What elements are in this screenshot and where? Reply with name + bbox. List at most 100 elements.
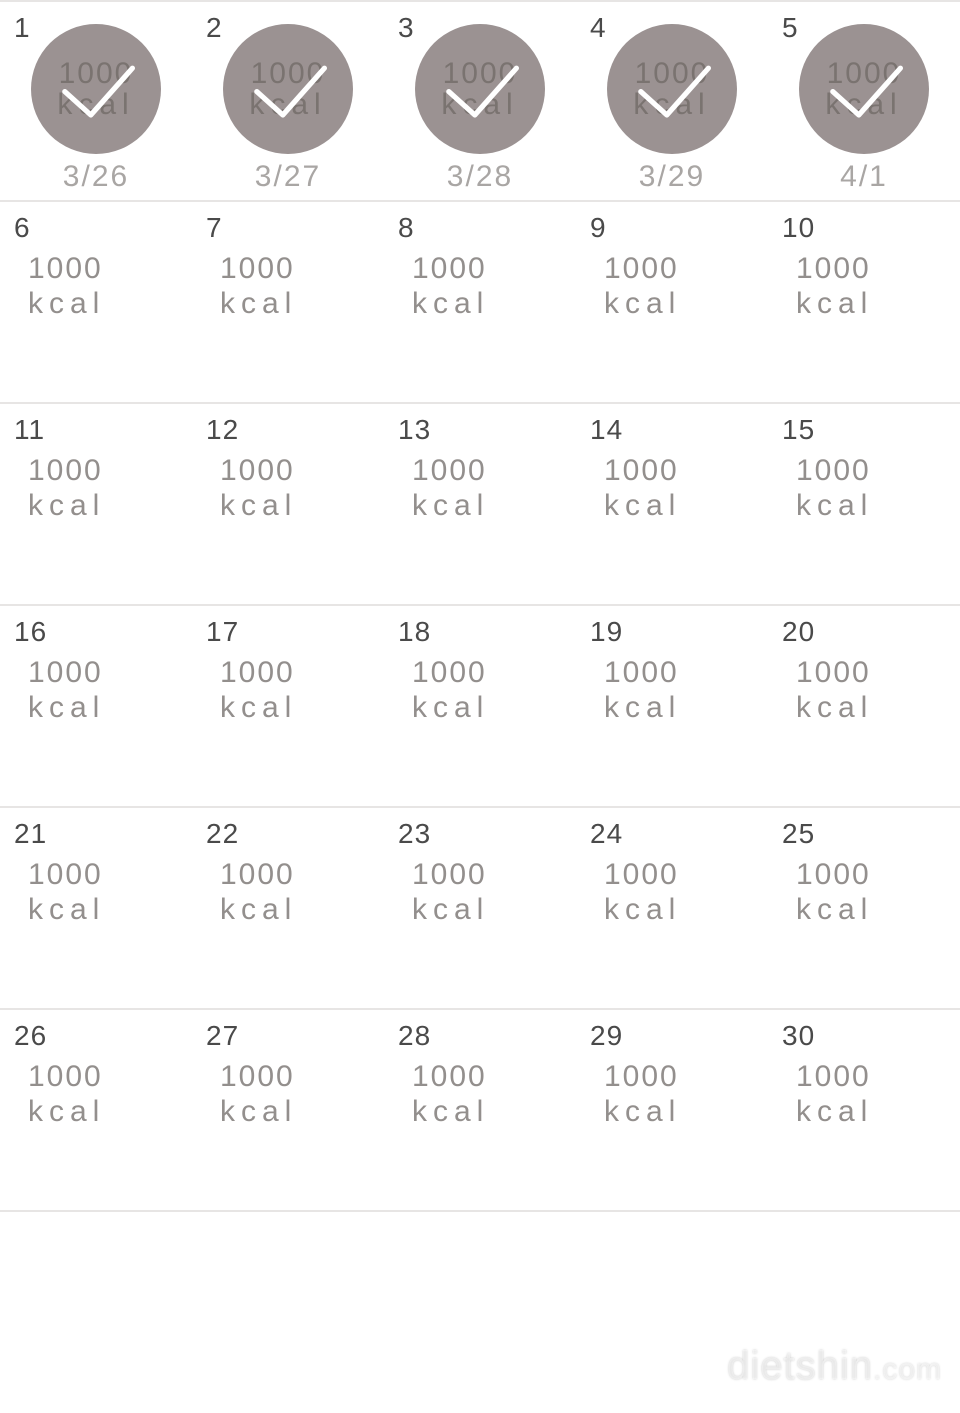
kcal-unit: kcal	[28, 1095, 184, 1130]
kcal-unit: kcal	[412, 489, 568, 524]
day-cell[interactable]: 221000kcal	[192, 808, 384, 1008]
day-cell[interactable]: 21000kcal3/27	[192, 2, 384, 200]
day-cell[interactable]: 14 1000kcal	[576, 404, 768, 604]
day-cell[interactable]: 231000kcal	[384, 808, 576, 1008]
kcal-value: 1000	[635, 58, 710, 90]
kcal-block: 1000kcal	[220, 858, 376, 927]
kcal-block: 1000kcal	[604, 454, 760, 523]
kcal-value: 1000	[220, 858, 376, 893]
kcal-unit: kcal	[796, 489, 952, 524]
kcal-block: 1000kcal	[220, 454, 376, 523]
row-divider	[0, 1210, 960, 1212]
kcal-value: 1000	[412, 656, 568, 691]
day-cell[interactable]: 261000kcal	[0, 1010, 192, 1210]
kcal-block: 1000kcal	[796, 252, 952, 321]
kcal-value: 1000	[28, 454, 184, 489]
completed-badge: 1000kcal	[607, 24, 737, 154]
kcal-block: 1000kcal	[796, 656, 952, 725]
day-number: 9	[590, 212, 760, 242]
day-cell[interactable]: 181000kcal	[384, 606, 576, 806]
day-number: 27	[206, 1020, 376, 1050]
kcal-block: 1000kcal	[220, 1060, 376, 1129]
day-cell[interactable]: 21 1000kcal	[0, 808, 192, 1008]
day-number: 12	[206, 414, 376, 444]
kcal-value: 1000	[412, 454, 568, 489]
date-label: 3/26	[0, 160, 192, 194]
day-number: 26	[14, 1020, 184, 1050]
kcal-block: 1000kcal	[412, 252, 568, 321]
kcal-unit: kcal	[28, 287, 184, 322]
day-cell[interactable]: 27 1000kcal	[192, 1010, 384, 1210]
date-label: 3/29	[576, 160, 768, 194]
kcal-value: 1000	[604, 454, 760, 489]
kcal-unit: kcal	[220, 287, 376, 322]
day-cell[interactable]: 51000kcal4/1	[768, 2, 960, 200]
day-number: 14	[590, 414, 760, 444]
day-cell[interactable]: 12 1000kcal	[192, 404, 384, 604]
kcal-block: 1000kcal	[604, 858, 760, 927]
day-number: 21	[14, 818, 184, 848]
day-cell[interactable]: 131000kcal	[384, 404, 576, 604]
day-number: 30	[782, 1020, 952, 1050]
day-cell[interactable]: 9 1000kcal	[576, 202, 768, 402]
day-cell[interactable]: 251000kcal	[768, 808, 960, 1008]
kcal-unit: kcal	[28, 893, 184, 928]
day-number: 23	[398, 818, 568, 848]
kcal-block: 1000kcal	[796, 454, 952, 523]
kcal-unit: kcal	[796, 691, 952, 726]
watermark-suffix: .com	[873, 1353, 942, 1386]
day-cell[interactable]: 31000kcal3/28	[384, 2, 576, 200]
day-cell[interactable]: 61000kcal	[0, 202, 192, 402]
day-number: 24	[590, 818, 760, 848]
kcal-unit: kcal	[57, 89, 134, 121]
kcal-unit: kcal	[28, 489, 184, 524]
day-number: 28	[398, 1020, 568, 1050]
day-cell[interactable]: 11 1000kcal	[0, 404, 192, 604]
day-cell[interactable]: 29 1000kcal	[576, 1010, 768, 1210]
kcal-value: 1000	[604, 252, 760, 287]
kcal-value: 1000	[220, 252, 376, 287]
kcal-value: 1000	[28, 656, 184, 691]
day-cell[interactable]: 24 1000kcal	[576, 808, 768, 1008]
day-cell[interactable]: 10 1000kcal	[768, 202, 960, 402]
kcal-unit: kcal	[28, 691, 184, 726]
kcal-unit: kcal	[604, 1095, 760, 1130]
day-cell[interactable]: 191000kcal	[576, 606, 768, 806]
day-cell[interactable]: 71000kcal	[192, 202, 384, 402]
kcal-unit: kcal	[220, 489, 376, 524]
kcal-unit: kcal	[220, 1095, 376, 1130]
day-cell[interactable]: 28 1000kcal	[384, 1010, 576, 1210]
completed-badge: 1000kcal	[223, 24, 353, 154]
day-cell[interactable]: 30 1000kcal	[768, 1010, 960, 1210]
kcal-unit: kcal	[796, 287, 952, 322]
kcal-unit: kcal	[412, 1095, 568, 1130]
day-number: 10	[782, 212, 952, 242]
kcal-value: 1000	[220, 656, 376, 691]
kcal-block: 1000kcal	[412, 454, 568, 523]
date-label: 3/28	[384, 160, 576, 194]
kcal-block: 1000kcal	[796, 1060, 952, 1129]
day-number: 29	[590, 1020, 760, 1050]
day-number: 11	[14, 414, 184, 444]
day-cell[interactable]: 151000kcal	[768, 404, 960, 604]
calorie-calendar-grid: 11000kcal3/2621000kcal3/2731000kcal3/284…	[0, 0, 960, 1212]
kcal-value: 1000	[604, 656, 760, 691]
kcal-block: 1000kcal	[28, 454, 184, 523]
day-cell[interactable]: 81000kcal	[384, 202, 576, 402]
day-number: 18	[398, 616, 568, 646]
day-cell[interactable]: 20 1000kcal	[768, 606, 960, 806]
kcal-value: 1000	[796, 858, 952, 893]
kcal-block: 1000kcal	[412, 1060, 568, 1129]
kcal-value: 1000	[604, 1060, 760, 1095]
completed-badge: 1000kcal	[799, 24, 929, 154]
kcal-block: 1000kcal	[604, 252, 760, 321]
day-cell[interactable]: 171000kcal	[192, 606, 384, 806]
kcal-value: 1000	[28, 252, 184, 287]
kcal-value: 1000	[412, 858, 568, 893]
kcal-value: 1000	[28, 858, 184, 893]
day-cell[interactable]: 11000kcal3/26	[0, 2, 192, 200]
kcal-block: 1000kcal	[28, 858, 184, 927]
day-number: 20	[782, 616, 952, 646]
day-cell[interactable]: 161000kcal	[0, 606, 192, 806]
day-cell[interactable]: 41000kcal3/29	[576, 2, 768, 200]
